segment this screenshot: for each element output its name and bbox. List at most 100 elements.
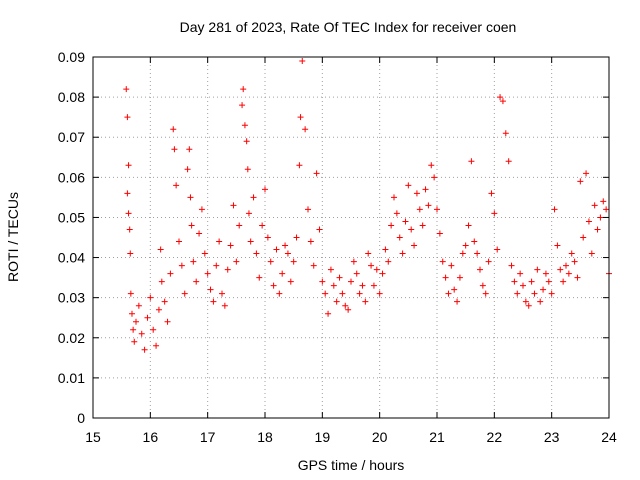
- data-point: [333, 298, 340, 305]
- y-tick-label: 0.01: [58, 370, 85, 386]
- data-point: [494, 246, 501, 253]
- data-point: [411, 242, 418, 249]
- data-point: [362, 298, 369, 305]
- data-point: [365, 250, 372, 257]
- x-tick-label: 23: [544, 429, 560, 445]
- data-point: [557, 266, 564, 273]
- data-point: [171, 146, 178, 153]
- data-point: [382, 246, 389, 253]
- data-point: [282, 242, 289, 249]
- data-point: [264, 234, 271, 241]
- data-point: [445, 290, 452, 297]
- data-point: [422, 186, 429, 193]
- data-point: [186, 146, 193, 153]
- data-point: [542, 270, 549, 277]
- data-point: [287, 278, 294, 285]
- data-point: [474, 250, 481, 257]
- data-point: [393, 210, 400, 217]
- data-point: [385, 258, 392, 265]
- data-point: [451, 286, 458, 293]
- data-point: [290, 258, 297, 265]
- data-point: [563, 262, 569, 269]
- data-point: [198, 206, 205, 213]
- data-point: [376, 290, 383, 297]
- data-point: [348, 278, 354, 285]
- y-tick-label: 0.09: [58, 49, 85, 65]
- data-point: [230, 202, 237, 209]
- data-point: [310, 262, 317, 269]
- y-tick-label: 0.08: [58, 89, 85, 105]
- x-tick-label: 16: [143, 429, 159, 445]
- y-tick-label: 0.05: [58, 209, 85, 225]
- data-point: [353, 270, 360, 277]
- data-point: [241, 122, 248, 129]
- data-point: [517, 270, 524, 277]
- data-point: [568, 250, 575, 257]
- axis-ticks: [92, 56, 610, 419]
- data-point: [138, 330, 145, 337]
- y-tick-label: 0.06: [58, 169, 85, 185]
- data-point: [279, 270, 286, 277]
- data-point: [583, 170, 590, 177]
- y-tick-label: 0.04: [58, 250, 85, 266]
- data-point: [125, 162, 132, 169]
- data-point: [479, 282, 486, 289]
- data-point: [123, 86, 130, 93]
- data-point: [373, 266, 380, 273]
- data-point: [345, 306, 352, 313]
- data-point: [477, 266, 483, 273]
- data-point: [153, 342, 160, 349]
- data-point: [250, 194, 257, 201]
- x-tick-labels: 15 16 17 18 19 20 21 22 23 24: [85, 429, 617, 445]
- data-point: [124, 190, 131, 197]
- data-point: [245, 210, 252, 217]
- data-point: [350, 258, 357, 265]
- data-point: [327, 266, 334, 273]
- data-point: [551, 206, 558, 213]
- data-point: [236, 222, 243, 229]
- data-point: [207, 286, 214, 293]
- data-point: [322, 290, 329, 297]
- data-point: [548, 290, 555, 297]
- x-tick-label: 22: [487, 429, 503, 445]
- data-point: [413, 190, 420, 197]
- data-point: [485, 258, 492, 265]
- data-point: [190, 258, 197, 265]
- x-tick-label: 24: [601, 429, 617, 445]
- data-point: [125, 210, 132, 217]
- data-point: [588, 250, 595, 257]
- data-point: [164, 318, 171, 325]
- grid: [93, 57, 609, 418]
- data-point: [565, 270, 572, 277]
- y-axis-label: ROTI / TECUs: [5, 192, 21, 282]
- data-point: [428, 162, 435, 169]
- data-point: [339, 290, 346, 297]
- data-point: [574, 274, 581, 281]
- data-point: [462, 242, 469, 249]
- data-point: [482, 290, 489, 297]
- data-point: [135, 302, 142, 309]
- data-point: [491, 210, 498, 217]
- data-point: [221, 302, 228, 309]
- data-point: [130, 326, 137, 333]
- data-point: [431, 174, 438, 181]
- data-point: [157, 246, 164, 253]
- data-point: [178, 262, 185, 269]
- data-point: [388, 222, 395, 229]
- data-point: [213, 262, 220, 269]
- data-point: [253, 250, 260, 257]
- data-point: [505, 158, 512, 165]
- data-point: [307, 238, 314, 245]
- data-point: [158, 278, 165, 285]
- data-point: [597, 214, 604, 221]
- data-point: [434, 206, 440, 213]
- data-point: [402, 218, 409, 225]
- data-point: [600, 198, 607, 205]
- y-tick-label: 0: [77, 410, 85, 426]
- x-tick-label: 21: [429, 429, 445, 445]
- data-point: [299, 58, 306, 65]
- data-point: [520, 282, 526, 289]
- y-tick-label: 0.02: [58, 330, 85, 346]
- data-point: [554, 242, 561, 249]
- data-point: [313, 170, 320, 177]
